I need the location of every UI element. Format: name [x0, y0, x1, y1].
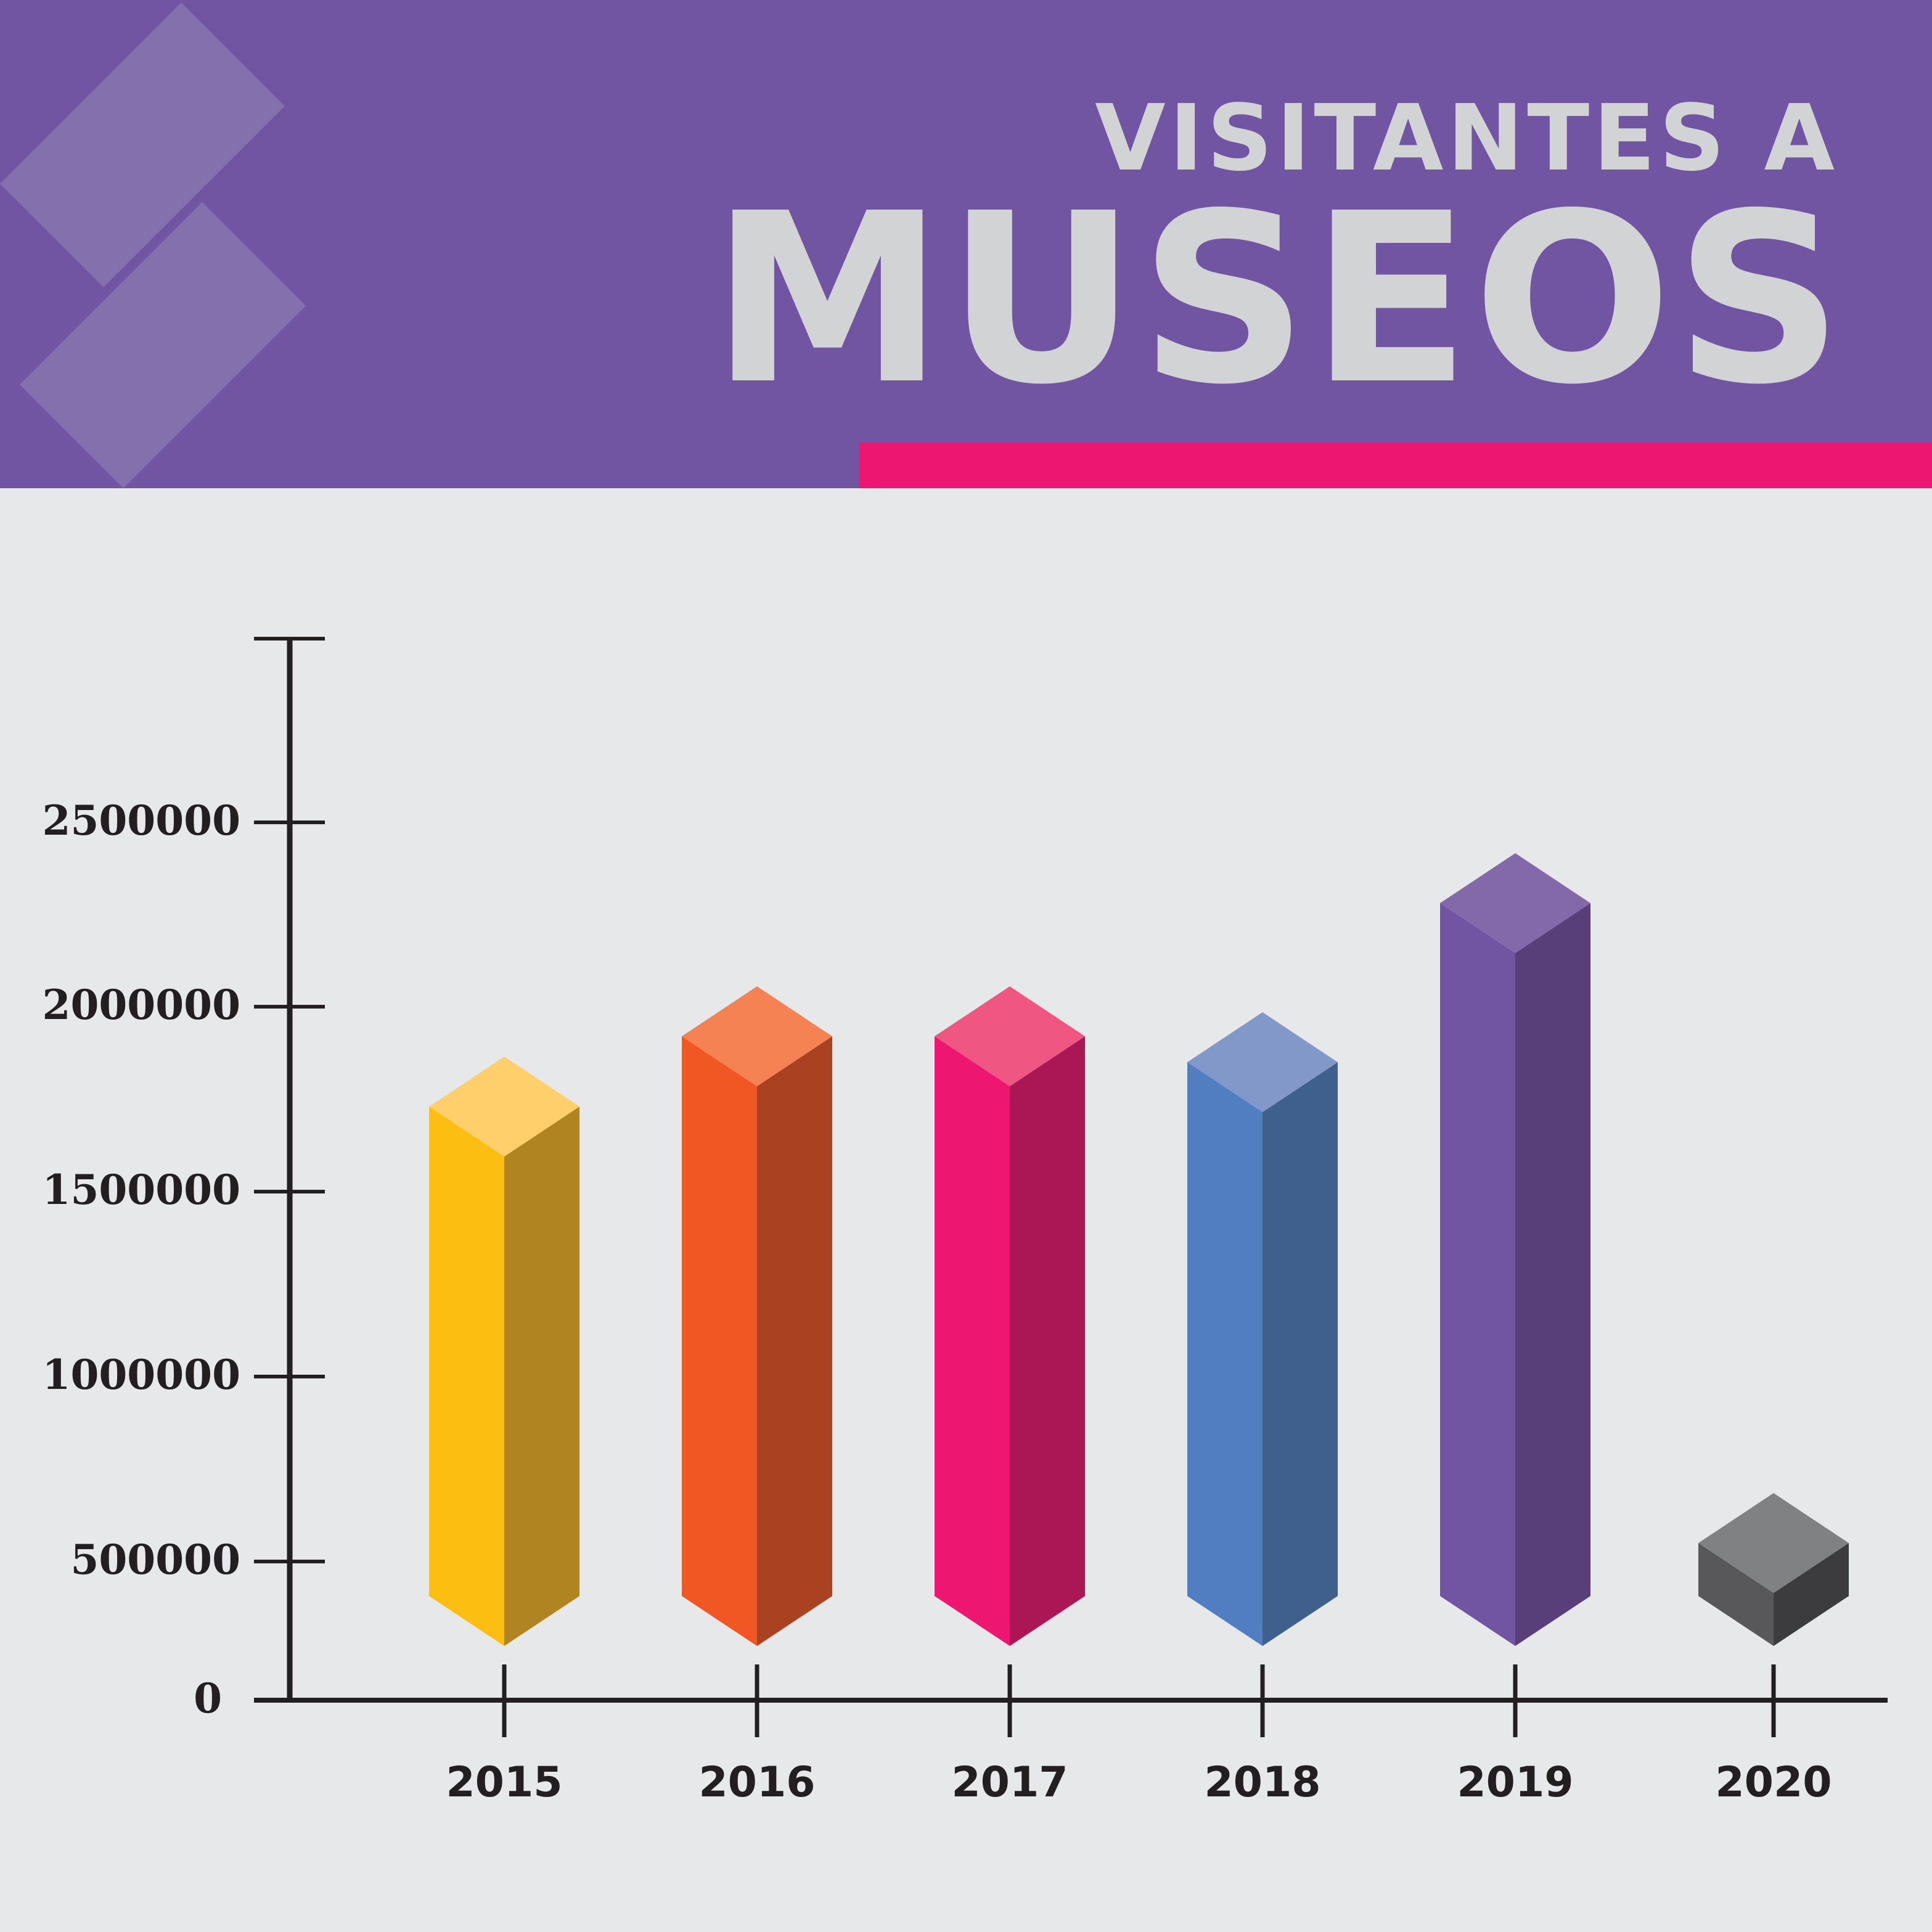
x-tick-label: 2018	[1204, 1758, 1321, 1807]
header-banner: VISITANTES A MUSEOS	[0, 0, 1932, 488]
bar-left-face	[1698, 1543, 1774, 1646]
bar-left-face	[682, 1036, 757, 1646]
bar-top-face	[1440, 853, 1590, 953]
y-tick-label: 2500000	[42, 796, 240, 845]
x-tick-label: 2017	[951, 1758, 1068, 1807]
bar-left-face	[935, 1036, 1010, 1646]
bar-top-face	[1698, 1493, 1849, 1593]
bar-2020	[1698, 1493, 1849, 1646]
title-line-1: VISITANTES A	[1095, 85, 1838, 191]
bar-right-face	[1010, 1036, 1085, 1646]
x-tick-label: 2019	[1457, 1758, 1574, 1807]
bar-2019	[1440, 853, 1590, 1646]
page-title: MUSEOS	[711, 163, 1846, 436]
bar-right-face	[757, 1036, 832, 1646]
y-tick-label: 1500000	[42, 1166, 240, 1214]
bar-left-face	[1440, 903, 1515, 1646]
bar-left-face	[1187, 1062, 1263, 1646]
y-tick-label: 2000000	[42, 981, 240, 1029]
bar-2015	[429, 1057, 579, 1646]
bar-2016	[682, 986, 832, 1646]
bar-left-face	[429, 1107, 504, 1646]
y-tick-label: 500000	[70, 1536, 240, 1584]
y-tick-label: 0	[194, 1674, 222, 1722]
bar-top-face	[682, 986, 832, 1086]
bar-top-face	[1187, 1012, 1338, 1112]
accent-bar	[859, 443, 1932, 488]
bar-2017	[935, 986, 1085, 1646]
decorative-diamonds	[0, 2, 306, 488]
bar-right-face	[504, 1107, 579, 1646]
bar-top-face	[429, 1057, 579, 1156]
bar-right-face	[1774, 1543, 1849, 1646]
y-tick-label: 1000000	[42, 1351, 240, 1399]
x-tick-label: 2020	[1715, 1758, 1832, 1807]
x-tick-label: 2015	[446, 1758, 563, 1807]
bar-right-face	[1263, 1062, 1338, 1646]
x-tick-label: 2016	[698, 1758, 816, 1807]
bar-2018	[1187, 1012, 1338, 1646]
bar-right-face	[1515, 903, 1590, 1646]
bar-top-face	[935, 986, 1085, 1086]
